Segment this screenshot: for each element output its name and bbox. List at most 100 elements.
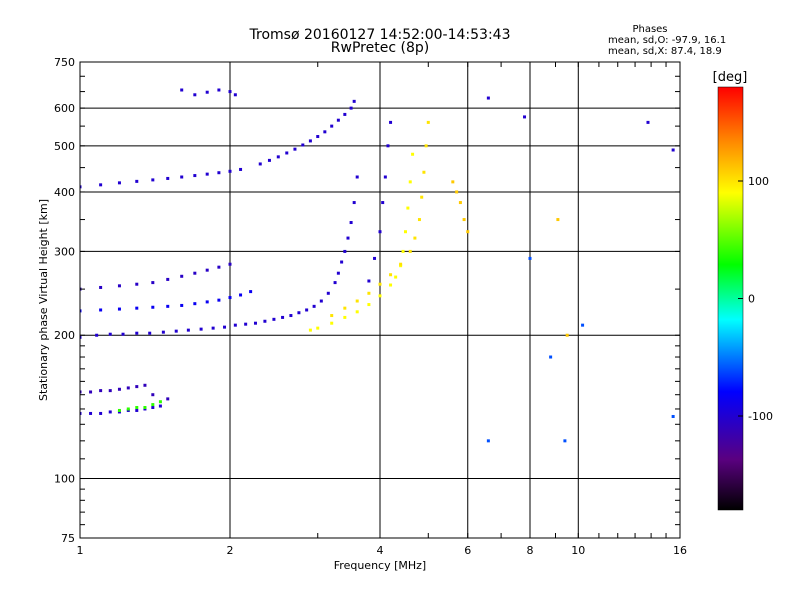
data-point <box>352 201 356 205</box>
data-point <box>523 115 527 119</box>
data-point <box>244 322 248 326</box>
data-point <box>417 218 421 222</box>
data-point <box>355 175 359 179</box>
data-point <box>422 170 426 174</box>
phases-x-line: mean, sd,X: 87.4, 18.9 <box>608 46 722 57</box>
data-point <box>389 120 393 124</box>
y-tick-label: 600 <box>54 102 75 115</box>
x-axis: 1 2 4 6 8 10 16 <box>77 62 687 557</box>
data-point <box>343 249 347 253</box>
grid-lines <box>80 62 680 538</box>
data-point <box>228 169 232 173</box>
colorbar-tick-label: -100 <box>748 410 773 423</box>
data-point <box>378 282 382 286</box>
data-point <box>401 249 405 253</box>
data-point <box>367 279 371 283</box>
x-tick-label: 4 <box>377 544 384 557</box>
data-point <box>217 88 221 92</box>
data-point <box>80 411 82 415</box>
data-point <box>121 332 125 336</box>
data-point <box>462 218 466 222</box>
data-point <box>233 323 237 327</box>
data-point <box>381 201 385 205</box>
data-point <box>671 148 675 152</box>
data-point <box>108 410 112 414</box>
data-point <box>99 389 103 393</box>
data-point <box>549 355 553 359</box>
data-point <box>267 158 271 162</box>
y-tick-label: 100 <box>54 473 75 486</box>
data-point <box>135 331 139 335</box>
data-point <box>399 262 403 266</box>
data-point <box>272 317 276 321</box>
y-axis-label: Stationary phase Virtual Height [km] <box>37 199 50 401</box>
data-point <box>408 180 412 184</box>
data-point <box>228 296 232 300</box>
data-point <box>228 262 232 266</box>
data-point <box>211 326 215 330</box>
data-point <box>223 325 227 329</box>
data-point <box>135 282 139 286</box>
data-point <box>161 330 165 334</box>
data-point <box>99 411 103 415</box>
data-point <box>316 135 320 139</box>
data-point <box>336 271 340 275</box>
colorbar-ticks: 100 0 -100 <box>738 175 773 423</box>
data-point <box>180 274 184 278</box>
data-point <box>108 332 112 336</box>
data-point <box>301 143 305 147</box>
data-point <box>217 171 221 175</box>
data-point <box>180 175 184 179</box>
data-point <box>166 397 170 401</box>
data-point <box>646 120 650 124</box>
data-point <box>193 271 197 275</box>
data-point <box>330 314 334 318</box>
y-tick-label: 750 <box>54 56 75 69</box>
data-point <box>126 407 130 411</box>
data-point <box>193 174 197 178</box>
data-point <box>95 333 99 337</box>
data-point <box>193 93 197 97</box>
data-point <box>308 139 312 143</box>
data-point <box>319 299 323 303</box>
data-point <box>367 291 371 295</box>
phases-title: Phases <box>632 24 667 35</box>
data-points <box>80 88 675 443</box>
data-point <box>117 408 121 412</box>
data-point <box>143 406 147 410</box>
data-point <box>556 218 560 222</box>
x-tick-label: 1 <box>77 544 84 557</box>
data-point <box>308 328 312 332</box>
data-point <box>343 112 347 116</box>
data-point <box>89 411 93 415</box>
x-tick-label: 16 <box>673 544 687 557</box>
data-point <box>135 306 139 310</box>
data-point <box>186 328 190 332</box>
colorbar: [deg] 100 0 -100 <box>713 70 773 511</box>
data-point <box>135 179 139 183</box>
data-point <box>89 390 93 394</box>
data-point <box>151 393 155 397</box>
data-point <box>581 323 585 327</box>
data-point <box>117 284 121 288</box>
data-point <box>151 305 155 309</box>
data-point <box>565 333 569 337</box>
data-point <box>466 230 470 234</box>
data-point <box>285 151 289 155</box>
data-point <box>413 236 417 240</box>
data-point <box>367 303 371 307</box>
data-point <box>166 277 170 281</box>
data-point <box>451 180 455 184</box>
data-point <box>151 178 155 182</box>
data-point <box>117 387 121 391</box>
data-point <box>180 88 184 92</box>
data-point <box>205 90 209 94</box>
data-point <box>343 315 347 319</box>
data-point <box>99 308 103 312</box>
data-point <box>330 124 334 128</box>
data-point <box>378 230 382 234</box>
data-point <box>408 249 412 253</box>
data-point <box>293 147 297 151</box>
data-point <box>486 96 490 100</box>
